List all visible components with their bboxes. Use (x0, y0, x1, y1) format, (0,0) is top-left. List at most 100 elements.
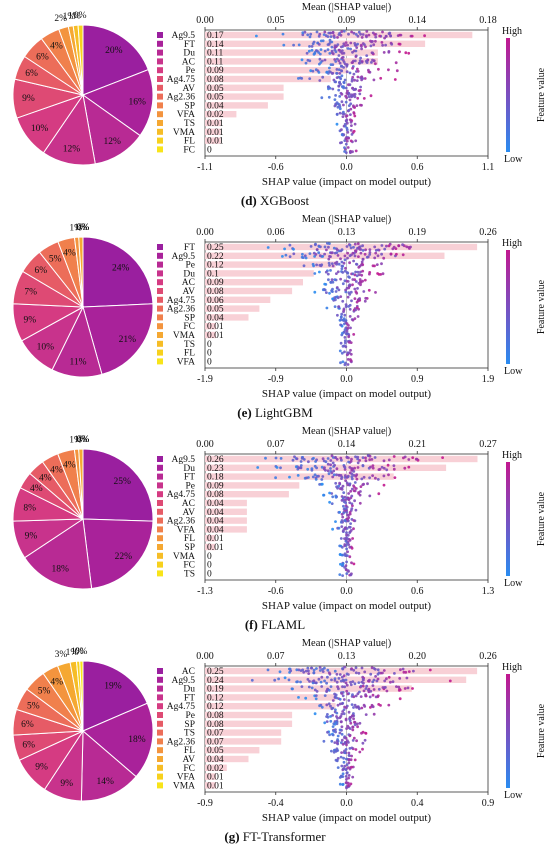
mean-shap-bar (205, 243, 478, 251)
shap-point (360, 731, 363, 735)
shap-point (347, 492, 350, 495)
shap-point (357, 255, 360, 258)
legend-swatch (157, 358, 163, 365)
shap-point (344, 266, 347, 270)
shap-point (338, 72, 342, 75)
shap-point (336, 248, 339, 252)
mean-shap-bar (205, 482, 300, 489)
legend-swatch (157, 252, 163, 259)
shap-point (404, 51, 408, 55)
pie-percent-label: 19% (104, 681, 122, 691)
shap-point (313, 272, 317, 275)
shap-point (346, 784, 350, 788)
legend-swatch (157, 40, 163, 47)
shap-point (327, 95, 331, 99)
feature-label: FL (184, 746, 195, 756)
shap-point (317, 245, 321, 248)
shap-point (345, 119, 348, 123)
mean-shap-bar (205, 270, 314, 277)
mean-value-label: 0 (207, 145, 212, 155)
mean-value-label: 0.25 (207, 243, 224, 253)
shap-point (372, 59, 376, 63)
pie-percent-label: 3% (55, 650, 68, 660)
shap-point (334, 708, 337, 712)
shap-point (359, 248, 363, 251)
pie-percent-label: 4% (30, 484, 43, 494)
shap-point (314, 681, 318, 685)
shap-point (344, 303, 348, 306)
pie-percent-label: 1% (69, 435, 82, 445)
mean-value-label: 0.08 (207, 720, 224, 730)
shap-point (374, 35, 378, 39)
mean-value-label: 0 (207, 349, 212, 359)
shap-point (360, 60, 364, 63)
shap-point (441, 456, 444, 459)
shap-point (354, 671, 358, 675)
shap-point (309, 245, 313, 248)
shap-point (401, 253, 405, 257)
shap-point (328, 242, 331, 246)
shap-point (341, 742, 345, 746)
legend-swatch (157, 685, 163, 692)
shap-point (327, 278, 330, 282)
shap-point (380, 41, 384, 44)
shap-point (406, 686, 410, 690)
shap-point (359, 485, 363, 488)
shap-point (411, 687, 414, 690)
shap-point (359, 103, 362, 107)
shap-point (325, 715, 328, 718)
shap-point (385, 677, 388, 681)
mean-shap-bar (205, 685, 412, 692)
shap-point (331, 290, 334, 293)
shap-point (342, 674, 346, 678)
shap-point (322, 288, 326, 291)
shap-point (353, 78, 356, 82)
shap-point (358, 264, 362, 268)
shap-point (336, 296, 340, 300)
shap-point (339, 679, 343, 683)
shap-point (381, 671, 384, 675)
shap-point (352, 105, 356, 109)
feature-label: TS (184, 340, 195, 350)
shap-point (365, 684, 369, 688)
shap-point (363, 299, 367, 303)
shap-point (353, 682, 357, 686)
shap-point (401, 243, 404, 247)
shap-point (299, 464, 303, 467)
shap-point (376, 668, 380, 672)
shap-point (335, 711, 339, 715)
shap-point (343, 258, 347, 262)
pie-percent-label: 0% (77, 435, 90, 445)
shap-point (341, 360, 345, 364)
feature-label: Ag2.36 (167, 305, 195, 315)
shap-point (283, 247, 286, 251)
shap-point (324, 34, 328, 38)
bottom-tick-label: 0.6 (411, 162, 424, 173)
shap-point (343, 665, 346, 669)
shap-point (333, 48, 337, 52)
shap-point (349, 573, 353, 577)
shap-point (382, 459, 386, 463)
shap-point (353, 297, 357, 300)
shap-point (306, 678, 310, 681)
legend-swatch (157, 340, 163, 347)
shap-point (337, 474, 341, 477)
shap-point (282, 43, 286, 47)
shap-point (327, 702, 331, 706)
shap-point (292, 43, 295, 47)
shap-point (338, 61, 342, 65)
mean-shap-bar (205, 305, 260, 312)
mean-value-label: 0.24 (207, 676, 224, 686)
shap-point (351, 94, 354, 98)
shap-point (310, 45, 314, 48)
shap-point (367, 688, 370, 692)
shap-point (340, 775, 344, 778)
shap-point (346, 332, 349, 335)
shap-point (314, 694, 318, 697)
legend-swatch (157, 764, 163, 771)
mean-value-label: 0 (207, 357, 212, 367)
shap-point (348, 747, 352, 750)
shap-point (339, 537, 343, 540)
shap-point (337, 288, 341, 292)
shap-point (360, 260, 364, 264)
